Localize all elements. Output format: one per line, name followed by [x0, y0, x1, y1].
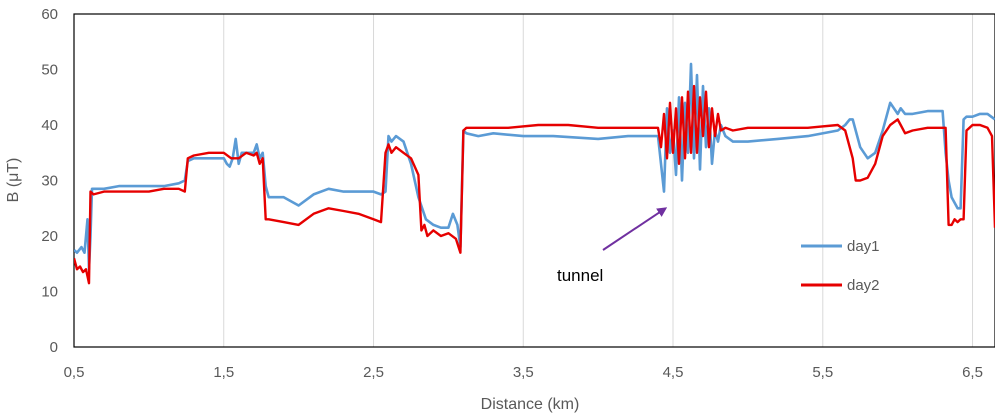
y-tick-label: 60 — [41, 6, 58, 23]
y-tick-label: 10 — [41, 284, 58, 301]
x-tick-label: 5,5 — [812, 364, 833, 381]
x-tick-label: 3,5 — [513, 364, 534, 381]
series-line-day1 — [74, 62, 995, 271]
y-tick-label: 40 — [41, 117, 58, 134]
y-tick-label: 0 — [50, 339, 58, 356]
x-tick-label: 6,5 — [962, 364, 983, 381]
y-tick-label: 20 — [41, 228, 58, 245]
y-axis: 0 10 20 30 40 50 60 — [41, 6, 58, 356]
y-tick-label: 50 — [41, 62, 58, 79]
x-tick-label: 4,5 — [663, 364, 684, 381]
x-tick-label: 1,5 — [213, 364, 234, 381]
x-axis: 0,5 1,5 2,5 3,5 4,5 5,5 6,5 — [64, 364, 983, 381]
x-axis-title: Distance (km) — [481, 396, 580, 413]
x-tick-label: 0,5 — [64, 364, 85, 381]
legend-label-day2: day2 — [847, 277, 880, 294]
series-group — [74, 62, 995, 285]
y-axis-title: B (μT) — [5, 158, 22, 203]
series-line-day2 — [74, 84, 995, 285]
y-tick-label: 30 — [41, 173, 58, 190]
plot-area-border — [73, 13, 995, 348]
annotation-label: tunnel — [557, 266, 603, 285]
annotation-arrow — [602, 207, 668, 251]
grid — [223, 14, 974, 347]
x-tick-label: 2,5 — [363, 364, 384, 381]
legend-label-day1: day1 — [847, 238, 880, 255]
annotation-tunnel: tunnel — [557, 207, 668, 285]
legend: day1 day2 — [801, 238, 880, 294]
